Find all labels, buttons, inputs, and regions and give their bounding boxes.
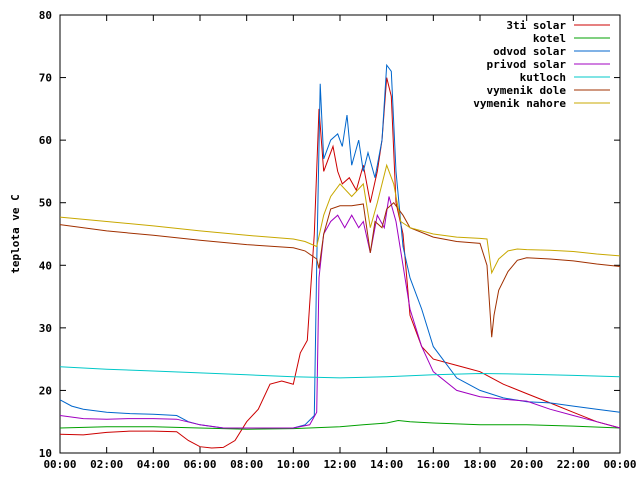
x-tick-label: 02:00 <box>90 458 123 471</box>
x-tick-label: 16:00 <box>417 458 450 471</box>
y-tick-label: 80 <box>39 9 52 22</box>
x-tick-label: 06:00 <box>183 458 216 471</box>
x-tick-label: 00:00 <box>603 458 636 471</box>
x-tick-label: 22:00 <box>557 458 590 471</box>
x-tick-label: 12:00 <box>323 458 356 471</box>
x-tick-label: 20:00 <box>510 458 543 471</box>
legend-label: kutloch <box>520 71 566 84</box>
legend-label: vymenik nahore <box>473 97 566 110</box>
series-line-odvod-solar <box>59 63 621 429</box>
legend-label: vymenik dole <box>487 84 567 97</box>
x-tick-label: 14:00 <box>370 458 403 471</box>
x-tick-label: 10:00 <box>277 458 310 471</box>
series-line-vymenik-nahore <box>59 163 621 275</box>
series-line-kotel <box>59 419 621 430</box>
y-tick-label: 20 <box>39 384 52 397</box>
y-tick-label: 40 <box>39 259 52 272</box>
y-axis-label: teplota ve C <box>9 194 22 273</box>
series-line-vymenik-dole <box>59 201 621 338</box>
legend-label: odvod solar <box>493 45 566 58</box>
x-tick-label: 18:00 <box>463 458 496 471</box>
legend-label: 3ti solar <box>506 19 566 32</box>
x-tick-label: 04:00 <box>137 458 170 471</box>
x-tick-label: 00:00 <box>43 458 76 471</box>
y-tick-label: 10 <box>39 447 52 460</box>
legend-label: kotel <box>533 32 566 45</box>
series-line-3ti-solar <box>59 77 621 449</box>
legend-label: privod solar <box>487 58 567 71</box>
y-tick-label: 60 <box>39 134 52 147</box>
series-line-kutloch <box>59 366 621 379</box>
x-tick-label: 08:00 <box>230 458 263 471</box>
y-tick-label: 30 <box>39 322 52 335</box>
y-tick-label: 70 <box>39 72 52 85</box>
series-lines <box>59 63 621 449</box>
y-axis-ticks: 10 20 30 40 50 60 70 80 <box>39 9 620 460</box>
y-tick-label: 50 <box>39 197 52 210</box>
x-axis-ticks: 00:00 02:00 04:00 06:00 08:00 10:00 12:00 14:00… <box>43 15 637 471</box>
series-line-privod-solar <box>59 196 621 429</box>
